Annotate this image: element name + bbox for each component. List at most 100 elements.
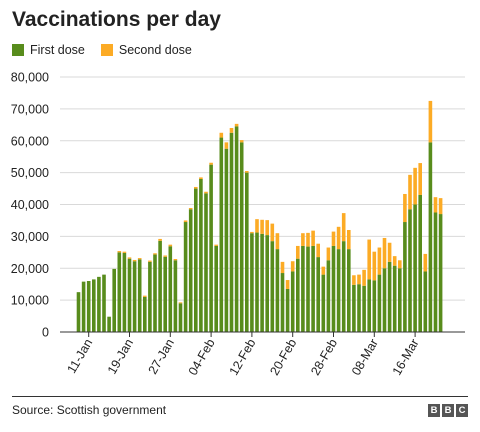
y-tick-label: 0 xyxy=(42,326,49,340)
bar-second-dose xyxy=(245,171,249,173)
bar-first-dose xyxy=(326,260,331,332)
bar-second-dose xyxy=(392,256,397,266)
bar-first-dose xyxy=(280,273,285,332)
bar-first-dose xyxy=(341,241,346,332)
bar-second-dose xyxy=(403,193,407,223)
bar-first-dose xyxy=(173,260,178,332)
x-tick-label: 08-Mar xyxy=(349,337,381,378)
bar-second-dose xyxy=(255,219,259,233)
bar-first-dose xyxy=(122,252,127,332)
bar-second-dose xyxy=(137,258,142,260)
y-tick-label: 50,000 xyxy=(11,166,49,180)
bar-first-dose xyxy=(418,194,422,332)
bar-second-dose xyxy=(275,233,280,250)
bar-first-dose xyxy=(275,249,280,332)
bar-first-dose xyxy=(408,209,412,332)
bar-first-dose xyxy=(97,276,101,332)
bar-second-dose xyxy=(199,177,203,179)
bar-second-dose xyxy=(209,162,213,165)
bar-second-dose xyxy=(438,198,443,215)
bar-second-dose xyxy=(296,245,300,259)
bar-second-dose xyxy=(341,213,346,242)
bar-second-dose xyxy=(234,123,239,127)
bar-second-dose xyxy=(290,261,295,272)
bar-first-dose xyxy=(285,288,290,332)
bar-second-dose xyxy=(188,208,193,210)
x-tick-label: 11-Jan xyxy=(65,336,96,375)
bar-second-dose xyxy=(163,255,167,257)
bar-second-dose xyxy=(168,244,173,247)
bar-first-dose xyxy=(92,279,96,332)
bar-first-dose xyxy=(367,279,371,332)
bar-first-dose xyxy=(362,285,366,332)
bar-second-dose xyxy=(214,244,218,246)
bar-first-dose xyxy=(117,252,122,332)
bar-first-dose xyxy=(234,126,239,332)
bar-first-dose xyxy=(137,259,142,332)
bar-first-dose xyxy=(433,212,438,332)
legend: First dose Second dose xyxy=(12,42,208,58)
bar-second-dose xyxy=(326,247,331,261)
chart-title: Vaccinations per day xyxy=(12,8,221,31)
bar-second-dose xyxy=(408,174,412,210)
bar-second-dose xyxy=(347,230,351,250)
bar-first-dose xyxy=(239,142,244,332)
y-tick-label: 60,000 xyxy=(11,134,49,148)
bar-second-dose xyxy=(418,163,422,195)
bar-first-dose xyxy=(158,240,162,332)
bar-second-dose xyxy=(132,259,137,262)
bar-second-dose xyxy=(280,261,285,274)
bar-second-dose xyxy=(173,259,178,261)
bar-second-dose xyxy=(311,230,315,246)
bar-second-dose xyxy=(219,132,224,138)
bar-second-dose xyxy=(183,220,188,223)
bar-first-dose xyxy=(296,258,300,332)
x-tick-label: 28-Feb xyxy=(308,336,340,377)
bar-first-dose xyxy=(168,246,173,332)
bar-first-dose xyxy=(382,268,387,332)
bar-first-dose xyxy=(183,222,188,332)
bar-first-dose xyxy=(76,292,81,332)
footer-divider xyxy=(12,396,468,397)
y-tick-label: 70,000 xyxy=(11,102,49,116)
bar-first-dose xyxy=(331,245,336,332)
bar-first-dose xyxy=(423,271,428,332)
x-tick-label: 16-Mar xyxy=(390,337,422,378)
bar-second-dose xyxy=(306,232,310,247)
y-tick-label: 30,000 xyxy=(11,230,49,244)
y-tick-label: 20,000 xyxy=(11,262,49,276)
bar-first-dose xyxy=(199,179,203,332)
bar-first-dose xyxy=(219,137,224,332)
bar-second-dose xyxy=(158,238,162,241)
bar-second-dose xyxy=(433,197,438,213)
y-tick-label: 40,000 xyxy=(11,198,49,212)
bar-first-dose xyxy=(260,233,264,332)
bar-first-dose xyxy=(306,246,310,332)
bar-first-dose xyxy=(188,209,193,332)
bar-second-dose xyxy=(316,243,320,258)
y-tick-label: 80,000 xyxy=(11,71,49,85)
bar-second-dose xyxy=(265,220,269,236)
bar-second-dose xyxy=(362,269,366,286)
bar-first-dose xyxy=(81,281,86,332)
logo-letter: B xyxy=(428,404,440,417)
bar-first-dose xyxy=(143,296,147,332)
source-note: Source: Scottish government xyxy=(12,403,167,417)
bar-first-dose xyxy=(245,172,249,332)
bar-second-dose xyxy=(423,253,428,272)
bar-first-dose xyxy=(265,235,269,332)
bar-second-dose xyxy=(224,142,229,149)
bar-second-dose xyxy=(250,231,254,234)
bar-second-dose xyxy=(239,140,244,143)
bar-first-dose xyxy=(194,188,198,332)
bar-second-dose xyxy=(357,274,361,285)
bar-second-dose xyxy=(148,260,152,262)
bar-second-dose xyxy=(321,266,326,275)
bar-first-dose xyxy=(178,303,183,332)
x-tick-label: 19-Jan xyxy=(105,336,136,376)
legend-swatch-second-dose xyxy=(100,44,113,56)
bar-first-dose xyxy=(86,281,91,332)
bar-first-dose xyxy=(438,214,443,332)
bar-first-dose xyxy=(336,249,341,332)
